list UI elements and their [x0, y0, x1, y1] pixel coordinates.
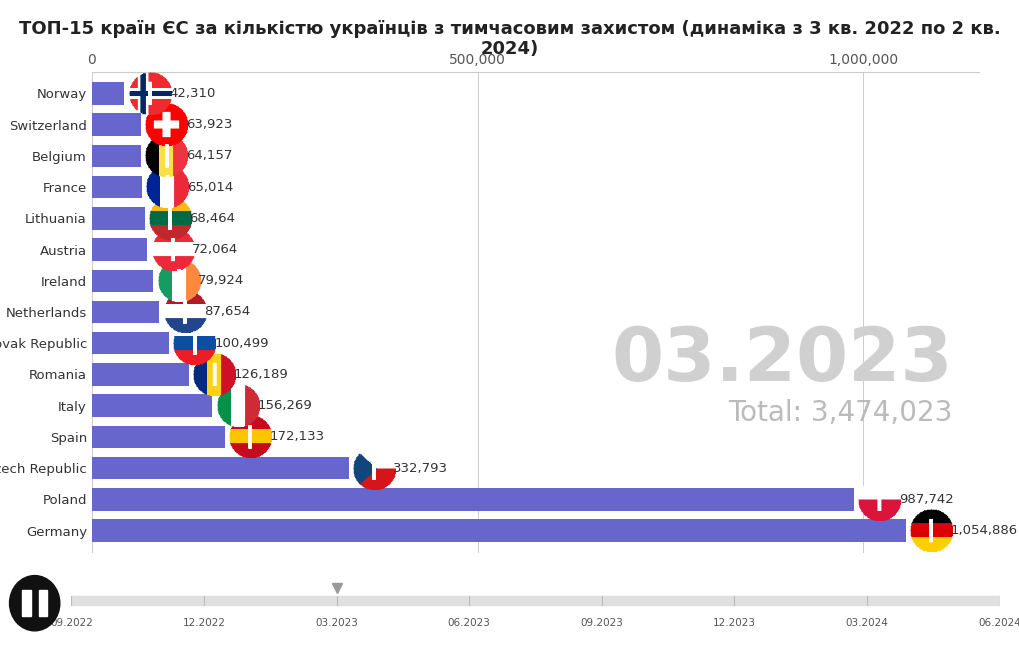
Bar — [92, 207, 145, 229]
Text: 65,014: 65,014 — [186, 181, 232, 194]
Text: 987,742: 987,742 — [898, 493, 953, 506]
Text: ТОП-15 країн ЄС за кількістю українців з тимчасовим захистом (динаміка з 3 кв. 2: ТОП-15 країн ЄС за кількістю українців з… — [19, 20, 1000, 58]
Text: 06.2023: 06.2023 — [447, 618, 490, 628]
Bar — [92, 82, 124, 105]
Bar — [92, 144, 142, 167]
Bar — [92, 301, 159, 323]
Bar — [92, 457, 348, 480]
Bar — [92, 176, 142, 198]
Text: 03.2023: 03.2023 — [610, 324, 952, 396]
Text: 63,923: 63,923 — [185, 118, 232, 131]
Bar — [92, 426, 224, 448]
Bar — [92, 395, 212, 417]
Text: 12.2022: 12.2022 — [182, 618, 225, 628]
Text: 03.2024: 03.2024 — [845, 618, 888, 628]
Bar — [92, 363, 189, 385]
Bar — [92, 519, 905, 542]
Text: 09.2022: 09.2022 — [50, 618, 93, 628]
Bar — [92, 270, 153, 292]
Bar — [92, 239, 148, 261]
Text: 68,464: 68,464 — [190, 212, 235, 225]
Text: 332,793: 332,793 — [393, 462, 448, 474]
Text: 64,157: 64,157 — [185, 150, 232, 162]
Text: 42,310: 42,310 — [169, 87, 215, 100]
Bar — [22, 590, 31, 616]
Text: 126,189: 126,189 — [233, 368, 288, 381]
Text: 03.2023: 03.2023 — [315, 618, 358, 628]
Bar — [71, 596, 999, 605]
Text: 156,269: 156,269 — [257, 399, 312, 412]
Text: 79,924: 79,924 — [198, 274, 245, 287]
Text: 12.2023: 12.2023 — [712, 618, 755, 628]
Bar — [39, 590, 47, 616]
Circle shape — [9, 576, 60, 630]
Text: 06.2024: 06.2024 — [977, 618, 1019, 628]
Bar — [92, 113, 141, 136]
Text: 72,064: 72,064 — [192, 243, 238, 256]
Bar — [92, 488, 853, 511]
Text: 172,133: 172,133 — [269, 430, 324, 443]
Text: 87,654: 87,654 — [204, 306, 251, 318]
Text: Total: 3,474,023: Total: 3,474,023 — [728, 399, 952, 427]
Bar — [92, 332, 169, 354]
Text: 100,499: 100,499 — [214, 337, 268, 350]
Text: 1,054,886: 1,054,886 — [950, 524, 1017, 537]
Text: 09.2023: 09.2023 — [580, 618, 623, 628]
